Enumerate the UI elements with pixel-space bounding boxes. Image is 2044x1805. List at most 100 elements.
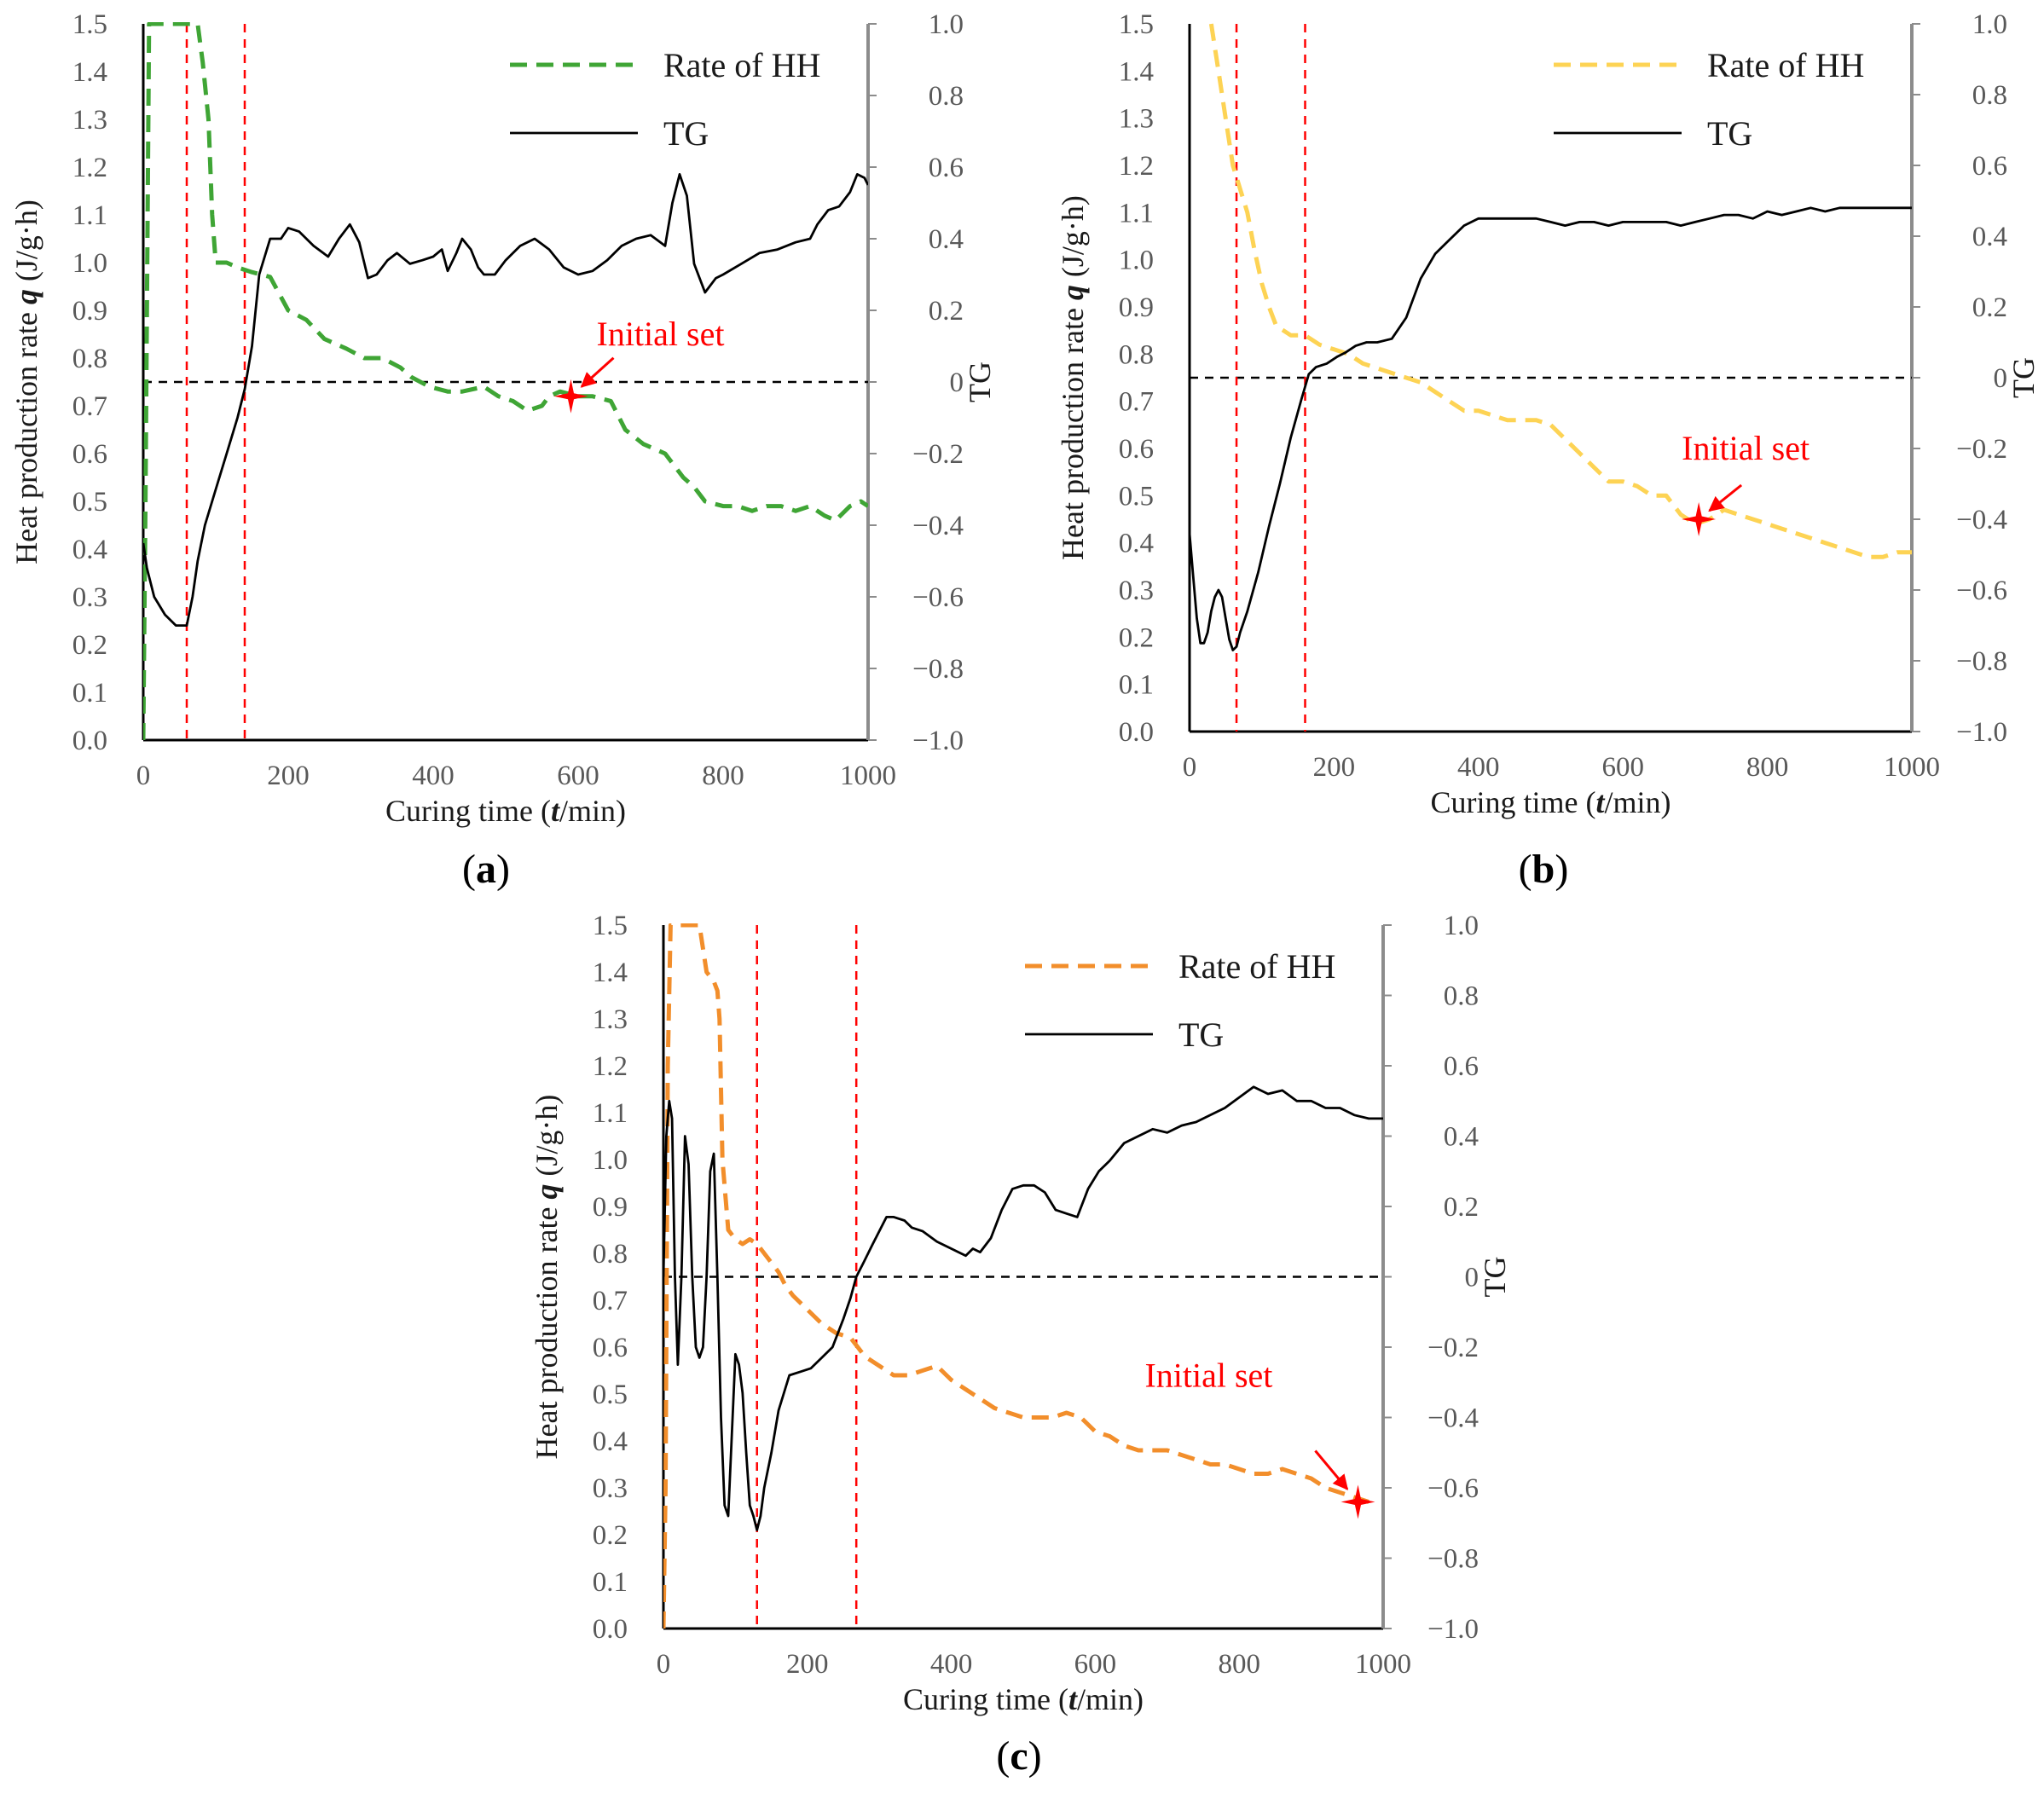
y2-tick-label: −1.0: [1427, 1614, 1479, 1645]
y-tick-label: 0.0: [593, 1614, 628, 1645]
y-tick-label: 1.5: [72, 9, 107, 40]
x-tick-label: 800: [1218, 1649, 1260, 1680]
series-group: [143, 22, 868, 741]
y2-tick-label: −0.8: [1956, 646, 2007, 677]
y-tick-label: 0.3: [1119, 576, 1154, 606]
y-tick-label: 0.5: [593, 1380, 628, 1410]
initial-set-label: Initial set: [1144, 1357, 1272, 1395]
tg-series: [1190, 206, 1912, 651]
y2-tick-label: −0.4: [1427, 1403, 1479, 1434]
rate-of-hh-series: [1208, 23, 1912, 559]
y-tick-label: 0.1: [593, 1567, 628, 1598]
y-tick-label: 1.0: [1119, 246, 1154, 276]
y2-tick-label: −0.4: [912, 511, 964, 541]
y-tick-label: 0.5: [72, 487, 107, 518]
y-tick-label: 0.0: [72, 726, 107, 756]
y-tick-label: 0.1: [72, 678, 107, 709]
y-tick-label: 0.8: [1119, 339, 1154, 370]
x-tick-label: 600: [1601, 752, 1644, 783]
y-tick-label: 0.9: [1119, 292, 1154, 323]
legend-label: TG: [1178, 1015, 1224, 1054]
y-tick-label: 1.2: [1119, 151, 1154, 182]
y-tick-label: 0.9: [593, 1192, 628, 1223]
x-axis-label: Curing time (t/min): [1431, 785, 1671, 819]
x-tick-label: 200: [267, 761, 310, 791]
y2-tick-label: 0: [1994, 363, 2008, 394]
y-tick-label: 1.3: [1119, 104, 1154, 135]
y2-tick-label: 0.6: [1972, 151, 2007, 182]
y-tick-label: 0.2: [72, 630, 107, 661]
x-tick-label: 800: [1746, 752, 1789, 783]
y-tick-label: 0.4: [72, 535, 107, 565]
x-tick-label: 400: [412, 761, 455, 791]
initial-set-marker: [553, 379, 588, 414]
y2-tick-label: 0.6: [929, 153, 964, 183]
x-tick-label: 200: [786, 1649, 829, 1680]
x-tick-label: 600: [557, 761, 599, 791]
y2-tick-label: −0.6: [1427, 1473, 1479, 1504]
y-tick-label: 1.0: [593, 1145, 628, 1176]
y2-tick-label: 1.0: [1972, 9, 2007, 40]
legend-label: TG: [663, 114, 709, 153]
y2-tick-label: 0.8: [1444, 981, 1479, 1012]
x-tick-label: 0: [1183, 752, 1197, 783]
y-tick-label: 1.0: [72, 248, 107, 279]
y-tick-label: 1.4: [1119, 56, 1154, 87]
tg-series: [663, 1085, 1383, 1531]
rate-of-hh-series: [143, 22, 868, 741]
x-axis-label: Curing time (t/min): [903, 1682, 1144, 1716]
y-tick-label: 1.4: [72, 57, 107, 88]
y2-tick-label: 0: [950, 367, 964, 398]
initial-set-arrow: [1314, 1449, 1349, 1490]
y2-axis-label: TG: [2006, 357, 2041, 398]
y-tick-label: 1.1: [1119, 198, 1154, 229]
x-tick-label: 400: [930, 1649, 973, 1680]
y-tick-label: 0.7: [72, 391, 107, 422]
y2-tick-label: 0.2: [929, 296, 964, 327]
y2-tick-label: 0.4: [1972, 222, 2007, 252]
initial-set-arrow: [1708, 483, 1743, 512]
initial-set-marker: [1340, 1484, 1375, 1519]
y2-tick-label: −1.0: [912, 726, 964, 756]
y2-tick-label: −0.2: [1427, 1333, 1479, 1363]
x-tick-label: 1000: [840, 761, 896, 791]
legend-label: TG: [1707, 114, 1752, 153]
charts-container: 0.0 0.1 0.2 0.3 0.4 0.5 0.6 0.7 0.8 0.9 1.0 1.1 1.2 1…: [9, 9, 2041, 1779]
y2-tick-label: 0.2: [1972, 292, 2007, 323]
x-tick-label: 0: [657, 1649, 671, 1680]
y-tick-label: 1.1: [593, 1098, 628, 1129]
y2-tick-label: −0.8: [1427, 1544, 1479, 1575]
y2-tick-label: 0.6: [1444, 1051, 1479, 1082]
chart-panel-b: 0.0 0.1 0.2 0.3 0.4 0.5 0.6 0.7 0.8 0.9 1.0 1.1 1.2 1…: [1056, 9, 2041, 892]
y2-axis-label: TG: [963, 362, 997, 402]
legend-label: Rate of HH: [1178, 947, 1335, 986]
panel-label: (a): [462, 847, 510, 892]
y-tick-label: 1.2: [593, 1051, 628, 1082]
x-tick-label: 0: [136, 761, 151, 791]
y2-tick-label: 0.4: [1444, 1122, 1479, 1153]
chart-panel-a: 0.0 0.1 0.2 0.3 0.4 0.5 0.6 0.7 0.8 0.9 1.0 1.1 1.2 1…: [9, 9, 997, 892]
y2-tick-label: −0.6: [912, 582, 964, 613]
y2-tick-label: −0.2: [1956, 434, 2007, 465]
y-tick-label: 1.2: [72, 153, 107, 183]
initial-set-arrow: [580, 356, 615, 388]
y-tick-label: 1.5: [1119, 9, 1154, 40]
x-tick-label: 1000: [1355, 1649, 1411, 1680]
y-tick-label: 0.4: [593, 1426, 628, 1457]
y2-tick-label: 0.4: [929, 224, 964, 255]
legend-label: Rate of HH: [1707, 46, 1864, 84]
y2-axis-label: TG: [1478, 1257, 1512, 1298]
y2-tick-label: −0.4: [1956, 505, 2007, 535]
y-tick-label: 0.8: [72, 344, 107, 374]
x-tick-label: 800: [702, 761, 744, 791]
y-tick-label: 0.5: [1119, 481, 1154, 512]
y-tick-label: 0.6: [1119, 434, 1154, 465]
y2-tick-label: −0.8: [912, 654, 964, 685]
series-group: [663, 923, 1383, 1629]
y-tick-label: 1.3: [72, 105, 107, 136]
initial-set-label: Initial set: [1682, 429, 1809, 467]
y-tick-label: 0.7: [593, 1286, 628, 1316]
y2-tick-label: 0.8: [1972, 80, 2007, 111]
y2-tick-label: 0.8: [929, 81, 964, 112]
